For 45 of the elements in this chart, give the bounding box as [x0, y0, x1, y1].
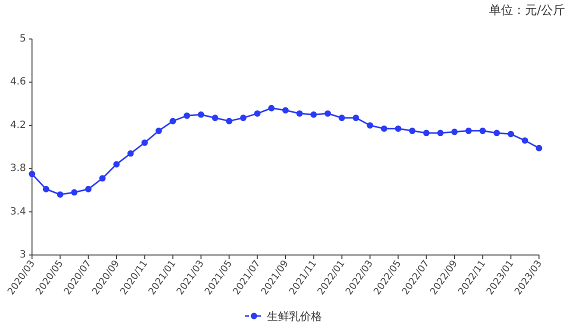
- legend-label: 生鲜乳价格: [267, 310, 322, 323]
- point: [338, 114, 346, 122]
- point: [380, 125, 388, 132]
- point: [99, 175, 106, 182]
- point: [394, 125, 402, 132]
- point: [268, 104, 275, 112]
- point: [494, 130, 500, 136]
- point: [508, 130, 514, 138]
- point: [156, 128, 162, 134]
- point: [113, 161, 120, 168]
- y-tick-label: 3.8: [10, 163, 26, 174]
- point: [352, 114, 360, 122]
- point: [226, 118, 232, 124]
- point: [212, 114, 218, 122]
- point: [85, 186, 92, 192]
- point: [28, 170, 36, 178]
- point: [451, 128, 458, 136]
- point: [479, 128, 486, 134]
- point: [184, 112, 190, 119]
- point: [522, 137, 528, 144]
- point: [282, 107, 289, 114]
- y-tick-label: 5: [20, 34, 26, 44]
- y-tick-label: 3.4: [10, 206, 26, 218]
- point: [366, 122, 374, 129]
- point: [254, 110, 261, 117]
- point: [409, 128, 416, 134]
- point: [324, 110, 331, 117]
- point: [71, 189, 78, 196]
- y-tick-label: 4.2: [10, 120, 26, 131]
- point: [296, 110, 303, 117]
- point: [536, 144, 542, 152]
- y-tick-label: 4.6: [10, 76, 26, 88]
- point: [310, 111, 317, 118]
- point: [127, 150, 134, 157]
- point: [141, 139, 148, 146]
- point: [437, 130, 444, 136]
- point: [465, 128, 472, 134]
- text: 单位：元/公斤: [488, 3, 565, 17]
- y-tick-label: 3: [20, 250, 26, 260]
- point: [170, 118, 176, 124]
- point: [198, 111, 204, 118]
- point: [240, 114, 246, 122]
- point: [42, 186, 50, 192]
- point: [56, 191, 64, 198]
- point: [423, 130, 430, 136]
